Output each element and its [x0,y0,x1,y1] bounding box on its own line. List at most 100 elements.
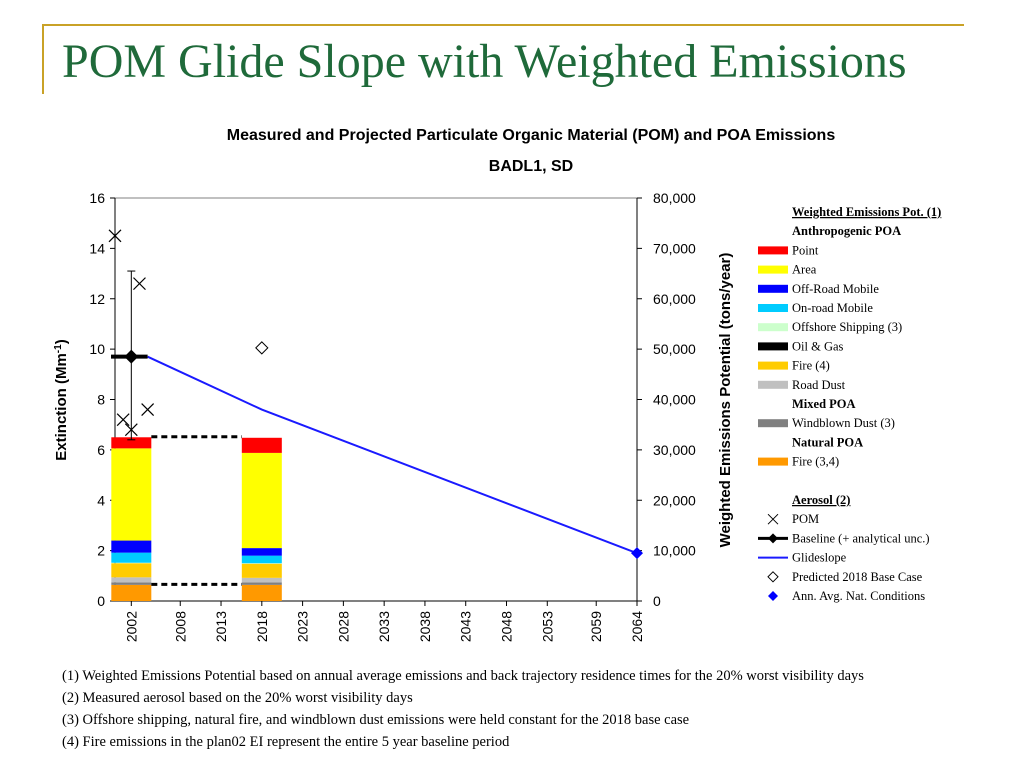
pom-marker [133,277,146,291]
bar-segment [241,577,282,583]
legend-item-label: Point [792,243,819,257]
legend-swatch [758,361,788,370]
legend-item-label: Windblown Dust (3) [792,416,895,430]
legend: Weighted Emissions Pot. (1) Anthropogenic… [758,205,941,603]
x-axis-tick-label: 2053 [539,611,555,642]
legend-group-label: Anthropogenic POA [792,224,901,238]
stacked-bar-2002 [111,437,152,601]
bar-segment [241,452,282,549]
right-axis-tick-label: 0 [653,593,661,609]
left-axis-tick-label: 16 [89,190,105,206]
legend-swatch [758,284,788,293]
bar-segment [111,582,152,585]
bar-segment [111,448,152,541]
footnote-1: (1) Weighted Emissions Potential based o… [62,668,864,684]
x-axis-tick-label: 2008 [172,611,188,642]
legend-header-aerosol: Aerosol (2) [792,493,850,507]
x-axis-tick-label: 2023 [295,611,311,642]
right-axis-tick-label: 10,000 [653,543,696,559]
x-axis-tick-label: 2033 [376,611,392,642]
bar-segment [111,577,152,583]
bar-segment [241,563,282,578]
legend-item-label: Ann. Avg. Nat. Conditions [792,589,925,603]
legend-swatch [758,246,788,255]
chart-title: Measured and Projected Particulate Organ… [227,127,836,144]
pom-marker [116,413,130,427]
chart-subtitle: BADL1, SD [489,158,573,175]
bar-segment [111,540,152,553]
left-axis-tick-label: 10 [89,341,105,357]
footnotes: (1) Weighted Emissions Potential based o… [62,665,864,753]
bar-segment [241,555,282,564]
pom-marker [124,423,138,437]
left-axis-tick-label: 6 [97,442,105,458]
legend-swatch [758,380,788,389]
x-axis-tick-label: 2059 [588,611,604,642]
left-axis-tick-label: 12 [89,291,105,307]
right-axis-title: Weighted Emissions Potential (tons/year) [717,253,734,548]
bar-segment [241,437,282,453]
x-axis-tick-label: 2013 [213,611,229,642]
legend-item-label: Road Dust [792,378,846,392]
legend-item-label: Fire (3,4) [792,455,839,469]
legend-header: Weighted Emissions Pot. (1) [792,205,941,219]
left-axis-tick-label: 14 [89,240,105,256]
x-axis-tick-label: 2043 [458,611,474,642]
slide-title: POM Glide Slope with Weighted Emissions [62,35,907,88]
stacked-bar-2018 [241,437,282,601]
predicted-2018-marker [255,341,269,355]
footnote-3: (3) Offshore shipping, natural fire, and… [62,712,690,728]
legend-group-label: Mixed POA [792,397,856,411]
x-axis-tick-label: 2018 [254,611,270,642]
x-axis-tick-label: 2048 [499,611,515,642]
legend-swatch [768,533,778,544]
bar-segment [241,548,282,556]
legend-swatch [758,265,788,274]
footnote-2: (2) Measured aerosol based on the 20% wo… [62,690,413,706]
x-axis-tick-label: 2064 [629,611,645,642]
left-axis-title: Extinction (Mm-1) [53,339,71,460]
pom-marker [141,403,155,416]
legend-group-label: Natural POA [792,435,863,449]
left-axis-tick-label: 4 [97,492,105,508]
legend-swatch [768,591,778,601]
footnote-4: (4) Fire emissions in the plan02 EI repr… [62,734,510,750]
bar-segment [241,584,282,601]
legend-item-label: Fire (4) [792,359,830,373]
legend-swatch [758,457,788,466]
legend-swatch [767,571,779,583]
right-axis-tick-label: 60,000 [653,291,696,307]
bar-segment [111,584,152,601]
natural-conditions-marker [631,547,643,560]
legend-swatch [758,342,788,351]
legend-item-label: Predicted 2018 Base Case [792,570,923,584]
plot-area [114,197,638,602]
legend-item-label: Area [792,263,817,277]
right-axis-tick-label: 30,000 [653,442,696,458]
legend-swatch [758,304,788,312]
right-axis-tick-label: 80,000 [653,190,696,206]
title-frame-top-rule [42,24,964,26]
pom-glide-slope-chart: Measured and Projected Particulate Organ… [53,127,942,642]
legend-swatch [758,323,788,332]
x-axis-tick-label: 2028 [335,611,351,642]
bar-segment [111,562,152,564]
bar-segment [111,552,152,563]
x-axis-tick-label: 2002 [123,611,139,642]
title-frame-left-rule [42,24,44,94]
legend-item-label: Offshore Shipping (3) [792,320,902,334]
legend-item-label: Baseline (+ analytical unc.) [792,531,930,545]
legend-item-label: POM [792,512,819,526]
bar-segment [111,437,152,449]
legend-item-label: Glideslope [792,551,847,565]
bar-segment [111,563,152,578]
legend-swatch [767,513,779,525]
right-axis-tick-label: 20,000 [653,492,696,508]
left-axis-tick-label: 2 [97,543,105,559]
legend-item-label: On-road Mobile [792,301,873,315]
x-axis-tick-label: 2038 [417,611,433,642]
bar-segment [241,582,282,585]
baseline-marker [124,349,139,364]
legend-item-label: Off-Road Mobile [792,282,879,296]
legend-swatch [758,419,788,428]
